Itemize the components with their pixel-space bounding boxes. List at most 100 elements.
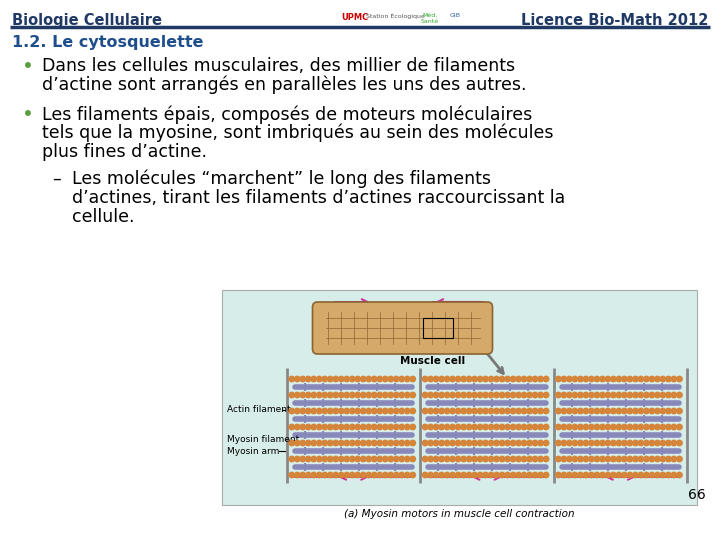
Circle shape bbox=[344, 392, 349, 397]
Circle shape bbox=[556, 424, 561, 430]
Text: Les filaments épais, composés de moteurs moléculaires: Les filaments épais, composés de moteurs… bbox=[42, 105, 532, 124]
Circle shape bbox=[654, 424, 660, 430]
Circle shape bbox=[654, 456, 660, 462]
Circle shape bbox=[344, 440, 349, 445]
Circle shape bbox=[644, 472, 649, 478]
Circle shape bbox=[388, 376, 393, 382]
Circle shape bbox=[572, 424, 577, 430]
Circle shape bbox=[450, 456, 455, 462]
Circle shape bbox=[317, 424, 322, 430]
Circle shape bbox=[583, 392, 589, 397]
Circle shape bbox=[338, 456, 344, 462]
Text: Les molécules “marchent” le long des filaments: Les molécules “marchent” le long des fil… bbox=[72, 170, 491, 188]
Circle shape bbox=[671, 392, 677, 397]
Circle shape bbox=[556, 376, 561, 382]
Circle shape bbox=[328, 376, 333, 382]
Text: •: • bbox=[22, 105, 34, 124]
Circle shape bbox=[505, 472, 510, 478]
Circle shape bbox=[317, 472, 322, 478]
Circle shape bbox=[627, 392, 633, 397]
Circle shape bbox=[521, 408, 527, 414]
Text: Muscle cell: Muscle cell bbox=[400, 356, 465, 366]
Circle shape bbox=[333, 376, 338, 382]
Circle shape bbox=[444, 376, 450, 382]
Circle shape bbox=[671, 456, 677, 462]
Circle shape bbox=[510, 424, 516, 430]
Circle shape bbox=[349, 456, 355, 462]
Circle shape bbox=[444, 456, 450, 462]
Circle shape bbox=[338, 472, 344, 478]
Circle shape bbox=[305, 392, 311, 397]
Circle shape bbox=[505, 376, 510, 382]
Circle shape bbox=[372, 472, 377, 478]
Circle shape bbox=[505, 424, 510, 430]
Circle shape bbox=[561, 392, 567, 397]
Circle shape bbox=[532, 440, 538, 445]
Circle shape bbox=[461, 408, 467, 414]
Circle shape bbox=[594, 456, 600, 462]
Circle shape bbox=[494, 424, 499, 430]
Circle shape bbox=[344, 376, 349, 382]
Circle shape bbox=[289, 472, 294, 478]
Circle shape bbox=[355, 424, 361, 430]
Circle shape bbox=[472, 376, 477, 382]
Circle shape bbox=[649, 424, 654, 430]
Circle shape bbox=[388, 440, 393, 445]
Circle shape bbox=[428, 456, 433, 462]
Circle shape bbox=[394, 408, 399, 414]
Circle shape bbox=[638, 408, 644, 414]
Circle shape bbox=[572, 376, 577, 382]
Circle shape bbox=[311, 472, 317, 478]
Circle shape bbox=[538, 376, 544, 382]
Circle shape bbox=[611, 392, 616, 397]
Circle shape bbox=[428, 440, 433, 445]
Circle shape bbox=[377, 392, 382, 397]
Circle shape bbox=[627, 456, 633, 462]
Circle shape bbox=[616, 456, 621, 462]
Text: •: • bbox=[22, 57, 34, 76]
Circle shape bbox=[671, 408, 677, 414]
Circle shape bbox=[532, 456, 538, 462]
Circle shape bbox=[577, 440, 583, 445]
Circle shape bbox=[532, 392, 538, 397]
Circle shape bbox=[649, 456, 654, 462]
Circle shape bbox=[311, 392, 317, 397]
Circle shape bbox=[606, 392, 611, 397]
Circle shape bbox=[544, 440, 549, 445]
Circle shape bbox=[594, 392, 600, 397]
Circle shape bbox=[611, 424, 616, 430]
Circle shape bbox=[349, 408, 355, 414]
Circle shape bbox=[677, 376, 682, 382]
Circle shape bbox=[538, 440, 544, 445]
Circle shape bbox=[405, 440, 410, 445]
Circle shape bbox=[382, 376, 388, 382]
Circle shape bbox=[500, 408, 505, 414]
Circle shape bbox=[660, 472, 665, 478]
Text: 1.2. Le cytosquelette: 1.2. Le cytosquelette bbox=[12, 35, 204, 50]
Circle shape bbox=[455, 376, 461, 382]
Circle shape bbox=[450, 376, 455, 382]
Circle shape bbox=[361, 472, 366, 478]
Circle shape bbox=[477, 472, 483, 478]
Circle shape bbox=[577, 472, 583, 478]
Circle shape bbox=[589, 424, 594, 430]
Circle shape bbox=[527, 472, 532, 478]
Circle shape bbox=[510, 456, 516, 462]
Circle shape bbox=[666, 376, 671, 382]
Circle shape bbox=[527, 376, 532, 382]
Circle shape bbox=[439, 424, 444, 430]
Circle shape bbox=[644, 440, 649, 445]
Circle shape bbox=[472, 424, 477, 430]
Circle shape bbox=[594, 472, 600, 478]
Circle shape bbox=[521, 472, 527, 478]
Circle shape bbox=[405, 424, 410, 430]
Circle shape bbox=[567, 408, 572, 414]
Circle shape bbox=[311, 408, 317, 414]
Circle shape bbox=[516, 424, 521, 430]
Circle shape bbox=[666, 472, 671, 478]
Circle shape bbox=[494, 456, 499, 462]
Circle shape bbox=[405, 408, 410, 414]
Circle shape bbox=[472, 408, 477, 414]
Circle shape bbox=[328, 408, 333, 414]
Circle shape bbox=[500, 440, 505, 445]
